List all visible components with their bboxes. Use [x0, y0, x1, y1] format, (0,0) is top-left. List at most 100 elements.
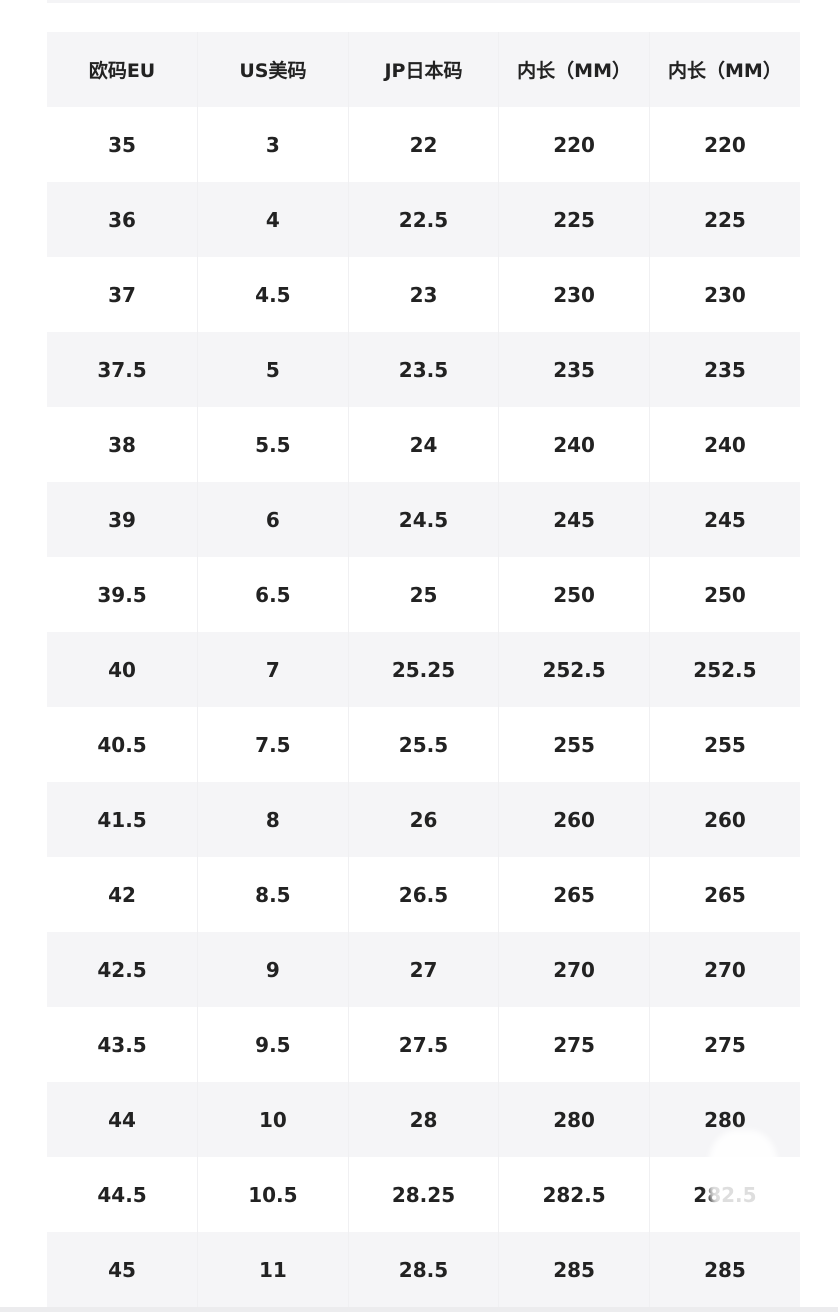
table-cell: 240	[649, 407, 800, 482]
table-row: 37.5 5 23.5 235 235	[47, 332, 800, 407]
table-cell: 42.5	[47, 932, 199, 1007]
table-cell: 6	[197, 482, 349, 557]
column-header: 欧码EU	[47, 32, 199, 107]
table-cell: 275	[649, 1007, 800, 1082]
table-cell: 25.25	[348, 632, 500, 707]
table-cell: 5	[197, 332, 349, 407]
table-cell: 245	[649, 482, 800, 557]
table-cell: 250	[649, 557, 800, 632]
table-cell: 225	[498, 182, 650, 257]
table-cell: 28.5	[348, 1232, 500, 1307]
table-cell: 245	[498, 482, 650, 557]
table-cell: 7.5	[197, 707, 349, 782]
table-cell: 41.5	[47, 782, 199, 857]
table-row: 45 11 28.5 285 285	[47, 1232, 800, 1307]
table-cell: 282.5	[498, 1157, 650, 1232]
size-chart-table: 欧码EU US美码 JP日本码 内长（MM） 内长（MM） 35 3 22 220 220 36 4…	[47, 32, 800, 1307]
table-cell: 27.5	[348, 1007, 500, 1082]
table-row: 35 3 22 220 220	[47, 107, 800, 182]
table-cell: 280	[498, 1082, 650, 1157]
table-row: 38 5.5 24 240 240	[47, 407, 800, 482]
table-cell: 27	[348, 932, 500, 1007]
top-divider	[47, 0, 800, 3]
table-cell: 240	[498, 407, 650, 482]
table-cell: 45	[47, 1232, 199, 1307]
table-cell: 230	[649, 257, 800, 332]
table-cell: 250	[498, 557, 650, 632]
table-cell: 220	[498, 107, 650, 182]
table-cell: 22.5	[348, 182, 500, 257]
table-cell: 265	[649, 857, 800, 932]
table-cell: 5.5	[197, 407, 349, 482]
table-cell: 24	[348, 407, 500, 482]
table-cell: 275	[498, 1007, 650, 1082]
table-cell: 11	[197, 1232, 349, 1307]
table-cell: 270	[498, 932, 650, 1007]
table-cell: 8.5	[197, 857, 349, 932]
table-cell: 285	[649, 1232, 800, 1307]
table-row: 42.5 9 27 270 270	[47, 932, 800, 1007]
table-row: 39.5 6.5 25 250 250	[47, 557, 800, 632]
table-cell: 36	[47, 182, 199, 257]
column-header: 内长（MM）	[498, 32, 650, 107]
table-cell: 4	[197, 182, 349, 257]
table-row: 40.5 7.5 25.5 255 255	[47, 707, 800, 782]
table-cell: 22	[348, 107, 500, 182]
table-cell: 9	[197, 932, 349, 1007]
table-cell: 265	[498, 857, 650, 932]
table-cell: 23.5	[348, 332, 500, 407]
table-cell: 37.5	[47, 332, 199, 407]
table-cell: 42	[47, 857, 199, 932]
table-row: 41.5 8 26 260 260	[47, 782, 800, 857]
column-header: JP日本码	[348, 32, 500, 107]
table-body: 35 3 22 220 220 36 4 22.5 225 225 37 4.5 23 230 230 37.…	[47, 107, 800, 1307]
table-cell: 38	[47, 407, 199, 482]
table-cell: 10.5	[197, 1157, 349, 1232]
table-cell: 24.5	[348, 482, 500, 557]
table-cell: 25	[348, 557, 500, 632]
table-cell: 26.5	[348, 857, 500, 932]
table-cell: 255	[498, 707, 650, 782]
table-cell: 230	[498, 257, 650, 332]
header-row: 欧码EU US美码 JP日本码 内长（MM） 内长（MM）	[47, 32, 800, 107]
table-cell: 285	[498, 1232, 650, 1307]
table-cell: 44.5	[47, 1157, 199, 1232]
table-cell: 9.5	[197, 1007, 349, 1082]
table-cell: 220	[649, 107, 800, 182]
table-cell: 28	[348, 1082, 500, 1157]
column-header: US美码	[197, 32, 349, 107]
table-cell: 25.5	[348, 707, 500, 782]
table-row: 37 4.5 23 230 230	[47, 257, 800, 332]
table-cell: 260	[498, 782, 650, 857]
table-cell: 23	[348, 257, 500, 332]
table-row: 44 10 28 280 280	[47, 1082, 800, 1157]
table-cell: 40	[47, 632, 199, 707]
table-cell: 37	[47, 257, 199, 332]
table-cell: 4.5	[197, 257, 349, 332]
table-cell: 252.5	[498, 632, 650, 707]
table-cell: 255	[649, 707, 800, 782]
column-header: 内长（MM）	[649, 32, 800, 107]
table-row: 42 8.5 26.5 265 265	[47, 857, 800, 932]
table-cell: 7	[197, 632, 349, 707]
table-cell: 39	[47, 482, 199, 557]
table-cell: 225	[649, 182, 800, 257]
table-cell: 6.5	[197, 557, 349, 632]
table-cell: 43.5	[47, 1007, 199, 1082]
table-row: 39 6 24.5 245 245	[47, 482, 800, 557]
bottom-divider	[0, 1307, 838, 1312]
table-cell: 235	[498, 332, 650, 407]
table-cell: 3	[197, 107, 349, 182]
table-cell: 260	[649, 782, 800, 857]
watermark-logo	[708, 1130, 778, 1220]
table-cell: 35	[47, 107, 199, 182]
table-cell: 39.5	[47, 557, 199, 632]
table-cell: 28.25	[348, 1157, 500, 1232]
table-row: 36 4 22.5 225 225	[47, 182, 800, 257]
table-cell: 26	[348, 782, 500, 857]
table-cell: 44	[47, 1082, 199, 1157]
table-row: 40 7 25.25 252.5 252.5	[47, 632, 800, 707]
table-row: 43.5 9.5 27.5 275 275	[47, 1007, 800, 1082]
table-cell: 235	[649, 332, 800, 407]
